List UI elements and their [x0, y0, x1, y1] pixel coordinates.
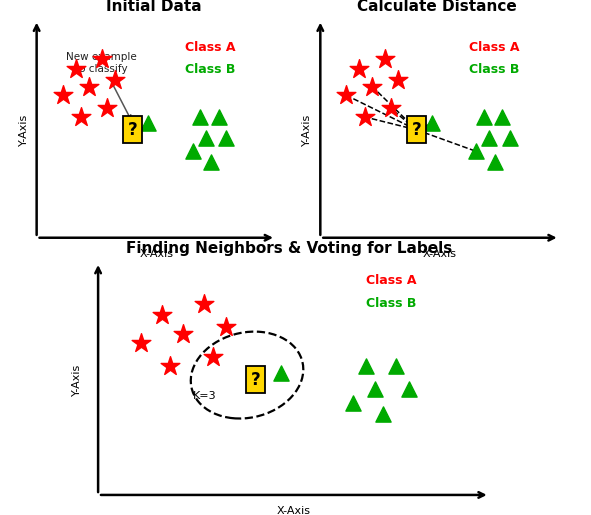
Point	[427, 119, 437, 128]
Text: Class B: Class B	[185, 63, 235, 76]
Text: New example
to classify: New example to classify	[66, 52, 137, 119]
Point	[71, 65, 80, 74]
Text: Class B: Class B	[469, 63, 519, 76]
Point	[110, 76, 119, 84]
Point	[221, 322, 230, 331]
Point	[479, 113, 489, 121]
Point	[386, 104, 395, 112]
Point	[404, 385, 414, 393]
Point	[394, 76, 403, 84]
Point	[206, 158, 216, 166]
Text: K=3: K=3	[193, 391, 216, 401]
Point	[342, 91, 351, 99]
Point	[97, 55, 106, 63]
Point	[360, 113, 369, 121]
Point	[58, 91, 67, 99]
Text: ?: ?	[128, 121, 138, 139]
Point	[136, 339, 145, 347]
Point	[362, 362, 371, 370]
Point	[178, 330, 188, 338]
Point	[490, 158, 499, 166]
Text: ?: ?	[412, 121, 421, 139]
Point	[84, 82, 93, 91]
Point	[214, 113, 223, 121]
Text: Class B: Class B	[366, 297, 417, 310]
Point	[188, 147, 197, 156]
Text: X-Axis: X-Axis	[139, 249, 173, 259]
Point	[157, 311, 167, 319]
Point	[222, 134, 231, 143]
Text: ?: ?	[251, 371, 261, 389]
Point	[277, 369, 286, 377]
Point	[144, 119, 153, 128]
Title: Finding Neighbors & Voting for Labels: Finding Neighbors & Voting for Labels	[126, 242, 453, 256]
Point	[505, 134, 515, 143]
Point	[370, 385, 379, 393]
Text: Class A: Class A	[185, 41, 235, 54]
Text: X-Axis: X-Axis	[423, 249, 457, 259]
Point	[76, 113, 86, 121]
Text: Class A: Class A	[366, 274, 417, 287]
Point	[200, 300, 209, 308]
Text: X-Axis: X-Axis	[277, 506, 311, 515]
Title: Calculate Distance: Calculate Distance	[358, 0, 517, 14]
Point	[196, 113, 205, 121]
Text: Y-Axis: Y-Axis	[19, 114, 28, 146]
Point	[498, 113, 507, 121]
Title: Initial Data: Initial Data	[106, 0, 202, 14]
Point	[201, 134, 210, 143]
Point	[355, 65, 364, 74]
Text: Y-Axis: Y-Axis	[72, 364, 82, 396]
Point	[378, 410, 388, 418]
Point	[381, 55, 390, 63]
Point	[391, 362, 401, 370]
Text: Class A: Class A	[469, 41, 519, 54]
Point	[165, 362, 175, 370]
Text: Y-Axis: Y-Axis	[303, 114, 312, 146]
Point	[368, 82, 377, 91]
Point	[349, 399, 358, 407]
Point	[208, 352, 217, 360]
Point	[102, 104, 112, 112]
Point	[485, 134, 494, 143]
Point	[472, 147, 481, 156]
